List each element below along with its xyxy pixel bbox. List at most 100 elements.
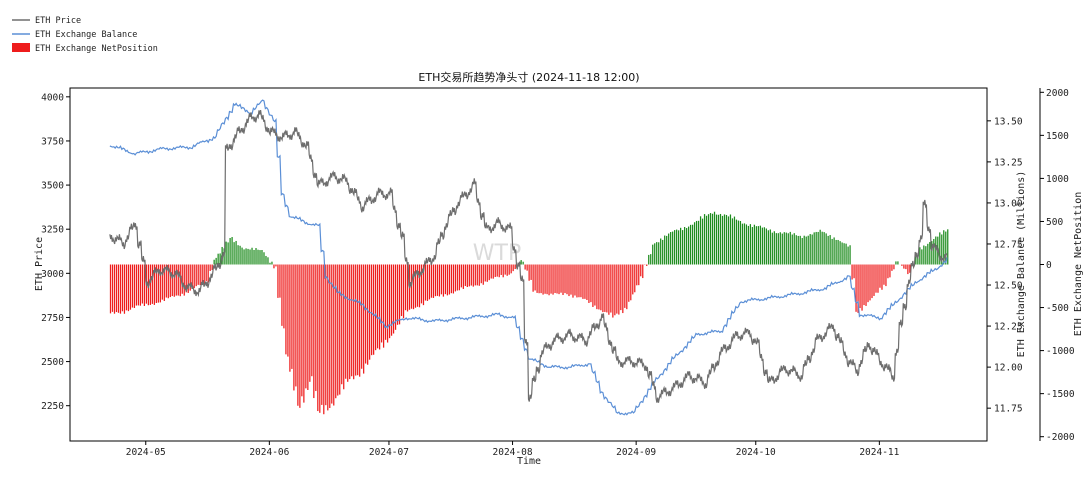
x-tick-label: 2024-07: [369, 447, 409, 458]
netposition-tick-label: 0: [1046, 260, 1052, 271]
netposition-bar: [163, 264, 165, 301]
netposition-bar: [263, 252, 265, 265]
netposition-bar: [560, 264, 562, 293]
netposition-bar: [239, 245, 241, 265]
netposition-bar: [666, 235, 668, 265]
netposition-bar: [584, 264, 586, 299]
netposition-bar: [604, 264, 606, 312]
netposition-bar: [406, 264, 409, 312]
netposition-bar: [229, 237, 231, 265]
netposition-bar: [173, 264, 175, 297]
netposition-bar: [261, 250, 263, 265]
netposition-bar: [207, 264, 209, 283]
price-tick-label: 3750: [41, 136, 64, 147]
netposition-bar: [803, 235, 805, 265]
netposition-bar: [506, 264, 508, 276]
x-tick-label: 2024-06: [249, 447, 289, 458]
netposition-bar: [656, 242, 658, 265]
netposition-tick-label: -500: [1046, 303, 1069, 314]
netposition-bar: [528, 264, 530, 281]
netposition-bar: [450, 264, 452, 294]
netposition-bar: [464, 264, 466, 286]
netposition-bar: [574, 264, 576, 296]
netposition-bar: [462, 264, 464, 289]
netposition-bar: [741, 223, 744, 265]
netposition-bar: [674, 230, 676, 265]
netposition-bar: [634, 264, 636, 293]
netposition-tick-label: -1000: [1046, 346, 1075, 357]
netposition-bar: [717, 214, 720, 265]
netposition-axis: -2000 -1500 -1000 -500 0 500 1000 1500 2000: [1040, 88, 1075, 443]
netposition-bar: [654, 243, 656, 265]
netposition-bar: [197, 264, 199, 285]
netposition-bar: [588, 264, 590, 303]
netposition-bar: [404, 264, 407, 311]
netposition-bar: [564, 264, 566, 294]
netposition-bar: [121, 264, 124, 312]
netposition-bar: [327, 264, 329, 411]
netposition-bar: [426, 264, 429, 301]
netposition-bar: [809, 234, 811, 265]
netposition-bar: [444, 264, 447, 295]
netposition-bar: [496, 264, 498, 277]
netposition-bar: [624, 264, 626, 308]
netposition-bar: [329, 264, 331, 408]
price-tick-label: 3500: [41, 181, 64, 192]
netposition-tick-label: 1500: [1046, 131, 1069, 142]
netposition-bar: [863, 264, 865, 306]
netposition-bar: [582, 264, 584, 299]
netposition-bar: [241, 247, 243, 265]
legend-balance-label: ETH Exchange Balance: [35, 30, 137, 40]
netposition-bar: [546, 264, 548, 295]
netposition-bar: [514, 264, 516, 270]
netposition-bar: [777, 233, 779, 265]
netposition-bar: [715, 214, 718, 265]
netposition-bar: [600, 264, 602, 311]
netposition-bar: [335, 264, 337, 399]
netposition-bar: [909, 264, 911, 273]
netposition-bar: [349, 264, 351, 380]
netposition-bar: [755, 226, 758, 265]
netposition-bar: [472, 264, 474, 287]
balance-tick-label: 12.00: [994, 363, 1023, 374]
netposition-bar: [847, 246, 849, 265]
netposition-bar: [793, 233, 795, 265]
netposition-bar: [325, 264, 327, 406]
netposition-bar: [775, 233, 777, 265]
netposition-bar: [291, 264, 293, 369]
netposition-bar: [281, 264, 283, 326]
price-tick-label: 3250: [41, 225, 64, 236]
netposition-bar: [398, 264, 401, 325]
netposition-bar: [851, 264, 853, 280]
netposition-bar: [215, 257, 217, 265]
netposition-bar: [347, 264, 349, 382]
netposition-bar: [540, 264, 542, 294]
netposition-bar: [301, 264, 303, 397]
netposition-bar: [412, 264, 415, 310]
netposition-bar: [125, 264, 128, 311]
balance-tick-label: 11.75: [994, 404, 1023, 415]
netposition-bar: [311, 264, 313, 377]
netposition-bar: [458, 264, 460, 291]
netposition-bar: [375, 264, 377, 351]
netposition-bar: [664, 235, 666, 265]
netposition-bar: [763, 227, 765, 265]
netposition-bar: [313, 264, 315, 399]
netposition-bar: [373, 264, 375, 355]
netposition-bar: [323, 264, 325, 415]
netposition-bar: [869, 264, 871, 301]
netposition-bar: [805, 236, 807, 265]
netposition-bar: [213, 259, 215, 265]
netposition-bar: [181, 264, 183, 294]
netposition-bar: [596, 264, 598, 310]
netposition-bar: [660, 238, 662, 265]
netposition-bar: [839, 241, 841, 265]
netposition-bar: [486, 264, 488, 282]
netposition-bar: [687, 226, 690, 265]
netposition-bar: [648, 254, 650, 265]
netposition-bar: [658, 242, 660, 265]
netposition-bar: [484, 264, 486, 282]
netposition-bar: [685, 228, 688, 265]
netposition-bar: [887, 264, 889, 279]
